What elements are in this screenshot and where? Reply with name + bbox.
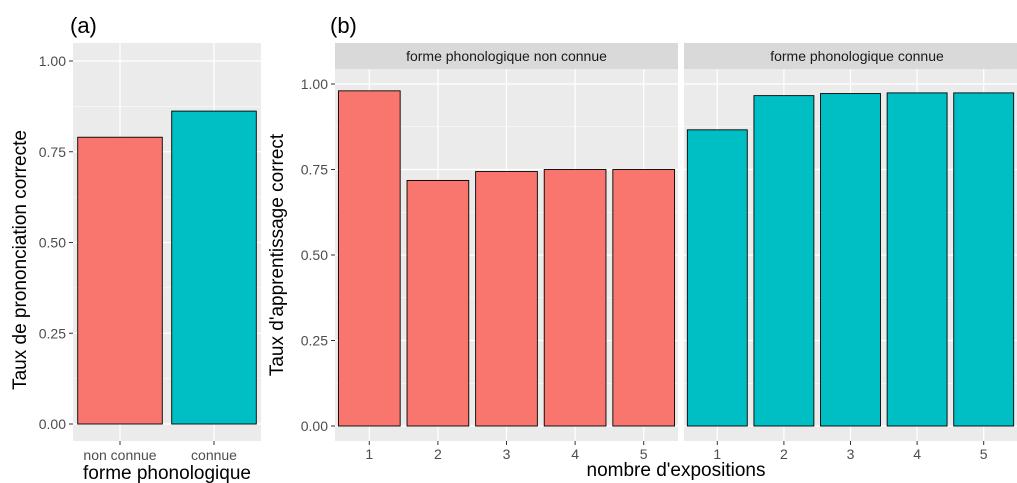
- panel-b-x-tick-label: 2: [780, 446, 788, 462]
- panel-b-y-tick-label: 0.75: [301, 162, 328, 178]
- panel-b-x-tick-label: 1: [713, 446, 721, 462]
- panel-b-x-tick-label: 3: [503, 446, 511, 462]
- facet-strip-non-connue-label: forme phonologique non connue: [406, 48, 607, 64]
- panel-a-x-tick-label: connue: [191, 447, 237, 463]
- panel-b-facet1-bar-4: [543, 169, 607, 427]
- panel-b-label: (b): [330, 13, 357, 38]
- panel-a: (a) 0.00 0.25 0.50 0.75 1.00 non connue connu…: [10, 13, 261, 483]
- facet-strip-non-connue: forme phonologique non connue: [335, 43, 678, 69]
- panel-b-x-tick-label: 5: [640, 446, 648, 462]
- panel-b-facet2-bar-5: [953, 92, 1015, 427]
- panel-a-y-tick-label: 0.50: [39, 235, 66, 251]
- panel-a-bar-connue: [171, 110, 257, 425]
- panel-b-y-tick-label: 1.00: [301, 76, 328, 92]
- panel-a-x-tick-label: non connue: [83, 447, 156, 463]
- panel-a-y-tick-label: 0.00: [39, 416, 66, 432]
- panel-b-facet2-bar-4: [886, 92, 948, 427]
- panel-b-x-tick-label: 5: [980, 446, 988, 462]
- panel-b-y-axis-title: Taux d'apprentissage correct: [267, 133, 288, 376]
- panel-b-x-tick-label: 4: [913, 446, 921, 462]
- panel-a-y-axis: 0.00 0.25 0.50 0.75 1.00: [39, 53, 73, 432]
- panel-b-facet2-bar-2: [753, 95, 815, 427]
- panel-b-facet1-bar-1: [337, 90, 401, 427]
- panel-b-x-axis-title: nombre d'expositions: [587, 460, 766, 481]
- panel-a-y-axis-title: Taux de prononciation correcte: [10, 130, 31, 390]
- panel-a-y-tick-label: 1.00: [39, 53, 66, 69]
- panel-b-y-tick-label: 0.00: [301, 418, 328, 434]
- panel-a-x-axis: non connue connue: [83, 441, 237, 463]
- panel-a-y-tick-label: 0.75: [39, 144, 66, 160]
- panel-b-bars: [337, 90, 1015, 427]
- panel-b-x-tick-label: 1: [365, 446, 373, 462]
- panel-b-y-axis: 0.00 0.25 0.50 0.75 1.00: [301, 76, 335, 434]
- panel-b-x-tick-label: 3: [847, 446, 855, 462]
- panel-a-bar-non-connue: [77, 136, 163, 425]
- panel-b-facet1-bar-3: [475, 171, 538, 427]
- panel-a-bars: [77, 110, 257, 425]
- panel-b-facet2-bar-1: [686, 129, 748, 427]
- panel-b-facet1-bar-5: [612, 169, 676, 427]
- panel-b-x-tick-label: 4: [571, 446, 579, 462]
- panel-b-x-axis: 1 2 3 4 5 1 2 3 4 5: [365, 441, 988, 462]
- panel-a-label: (a): [70, 13, 97, 38]
- panel-b-facet2-bar-3: [820, 93, 881, 427]
- panel-b-x-tick-label: 2: [434, 446, 442, 462]
- panel-b: (b) forme phonologique non connue forme …: [267, 13, 1017, 481]
- facet-strip-connue-label: forme phonologique connue: [770, 48, 944, 64]
- panel-b-y-tick-label: 0.25: [301, 333, 328, 349]
- facet-strip-connue: forme phonologique connue: [684, 43, 1017, 69]
- facet-strip-non-connue-bg: [335, 43, 678, 69]
- panel-a-x-axis-title: forme phonologique: [83, 463, 251, 483]
- facet-strip-connue-bg: [684, 43, 1017, 69]
- panel-b-facet1-bar-2: [406, 179, 470, 427]
- panel-a-y-tick-label: 0.25: [39, 325, 66, 341]
- panel-b-y-tick-label: 0.50: [301, 247, 328, 263]
